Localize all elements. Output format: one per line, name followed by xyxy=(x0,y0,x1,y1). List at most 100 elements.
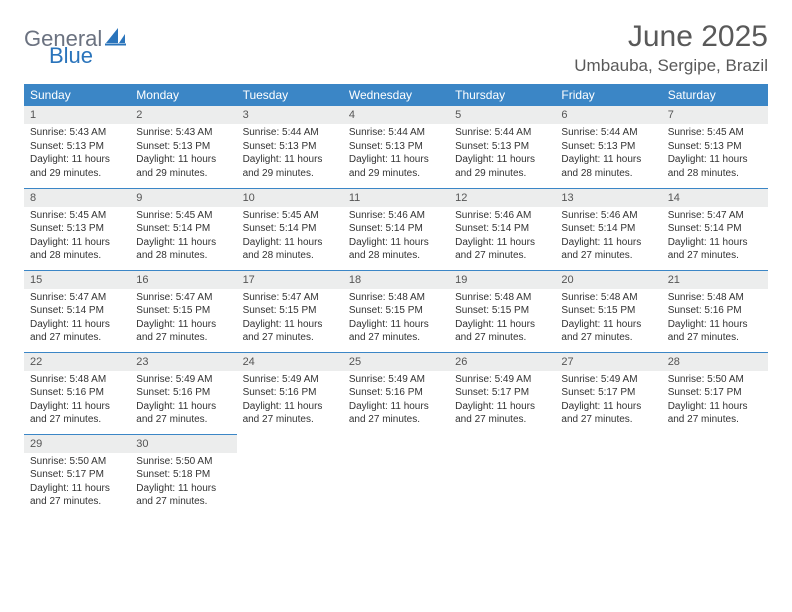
day-number: 21 xyxy=(662,271,768,289)
day-number: 9 xyxy=(130,189,236,207)
sunset-line: Sunset: 5:14 PM xyxy=(668,222,762,236)
daylight-line: Daylight: 11 hours and 27 minutes. xyxy=(30,318,124,345)
daylight-line: Daylight: 11 hours and 27 minutes. xyxy=(668,318,762,345)
sunrise-line: Sunrise: 5:49 AM xyxy=(455,373,549,387)
calendar-day-cell: 12Sunrise: 5:46 AMSunset: 5:14 PMDayligh… xyxy=(449,188,555,270)
sunrise-line: Sunrise: 5:49 AM xyxy=(243,373,337,387)
sunset-line: Sunset: 5:15 PM xyxy=(136,304,230,318)
sunrise-line: Sunrise: 5:49 AM xyxy=(136,373,230,387)
day-content: Sunrise: 5:45 AMSunset: 5:13 PMDaylight:… xyxy=(24,207,130,267)
sunrise-line: Sunrise: 5:47 AM xyxy=(136,291,230,305)
sunset-line: Sunset: 5:13 PM xyxy=(243,140,337,154)
day-number: 20 xyxy=(555,271,661,289)
location: Umbauba, Sergipe, Brazil xyxy=(574,56,768,76)
sunset-line: Sunset: 5:13 PM xyxy=(668,140,762,154)
day-content: Sunrise: 5:47 AMSunset: 5:15 PMDaylight:… xyxy=(237,289,343,349)
calendar-day-cell xyxy=(449,434,555,516)
calendar-day-cell: 3Sunrise: 5:44 AMSunset: 5:13 PMDaylight… xyxy=(237,106,343,188)
calendar-day-cell xyxy=(237,434,343,516)
calendar-week-row: 22Sunrise: 5:48 AMSunset: 5:16 PMDayligh… xyxy=(24,352,768,434)
calendar-body: 1Sunrise: 5:43 AMSunset: 5:13 PMDaylight… xyxy=(24,106,768,516)
sunset-line: Sunset: 5:14 PM xyxy=(243,222,337,236)
daylight-line: Daylight: 11 hours and 27 minutes. xyxy=(243,318,337,345)
day-number: 16 xyxy=(130,271,236,289)
day-number: 27 xyxy=(555,353,661,371)
calendar-day-cell: 22Sunrise: 5:48 AMSunset: 5:16 PMDayligh… xyxy=(24,352,130,434)
weekday-header: Wednesday xyxy=(343,84,449,106)
calendar-day-cell: 16Sunrise: 5:47 AMSunset: 5:15 PMDayligh… xyxy=(130,270,236,352)
daylight-line: Daylight: 11 hours and 27 minutes. xyxy=(136,400,230,427)
day-content: Sunrise: 5:48 AMSunset: 5:15 PMDaylight:… xyxy=(343,289,449,349)
daylight-line: Daylight: 11 hours and 29 minutes. xyxy=(349,153,443,180)
sunset-line: Sunset: 5:15 PM xyxy=(561,304,655,318)
calendar-day-cell: 23Sunrise: 5:49 AMSunset: 5:16 PMDayligh… xyxy=(130,352,236,434)
day-content: Sunrise: 5:48 AMSunset: 5:16 PMDaylight:… xyxy=(662,289,768,349)
sunset-line: Sunset: 5:14 PM xyxy=(561,222,655,236)
day-number: 23 xyxy=(130,353,236,371)
day-content: Sunrise: 5:49 AMSunset: 5:17 PMDaylight:… xyxy=(449,371,555,431)
calendar-page: General Blue June 2025 Umbauba, Sergipe,… xyxy=(0,0,792,536)
sunrise-line: Sunrise: 5:47 AM xyxy=(30,291,124,305)
logo-text-blue: Blue xyxy=(49,43,93,68)
sunset-line: Sunset: 5:14 PM xyxy=(30,304,124,318)
daylight-line: Daylight: 11 hours and 27 minutes. xyxy=(561,236,655,263)
day-content: Sunrise: 5:47 AMSunset: 5:15 PMDaylight:… xyxy=(130,289,236,349)
logo: General Blue xyxy=(24,26,127,52)
day-content: Sunrise: 5:45 AMSunset: 5:14 PMDaylight:… xyxy=(130,207,236,267)
sunrise-line: Sunrise: 5:43 AM xyxy=(30,126,124,140)
sunset-line: Sunset: 5:13 PM xyxy=(136,140,230,154)
daylight-line: Daylight: 11 hours and 29 minutes. xyxy=(30,153,124,180)
calendar-day-cell: 26Sunrise: 5:49 AMSunset: 5:17 PMDayligh… xyxy=(449,352,555,434)
sunrise-line: Sunrise: 5:47 AM xyxy=(668,209,762,223)
day-content: Sunrise: 5:44 AMSunset: 5:13 PMDaylight:… xyxy=(343,124,449,184)
daylight-line: Daylight: 11 hours and 27 minutes. xyxy=(136,318,230,345)
daylight-line: Daylight: 11 hours and 28 minutes. xyxy=(349,236,443,263)
sunset-line: Sunset: 5:17 PM xyxy=(561,386,655,400)
sunset-line: Sunset: 5:15 PM xyxy=(243,304,337,318)
sunrise-line: Sunrise: 5:48 AM xyxy=(30,373,124,387)
sunrise-line: Sunrise: 5:45 AM xyxy=(668,126,762,140)
header: General Blue June 2025 Umbauba, Sergipe,… xyxy=(24,20,768,76)
calendar-day-cell xyxy=(662,434,768,516)
day-number: 11 xyxy=(343,189,449,207)
calendar-day-cell: 10Sunrise: 5:45 AMSunset: 5:14 PMDayligh… xyxy=(237,188,343,270)
day-number: 2 xyxy=(130,106,236,124)
day-content: Sunrise: 5:50 AMSunset: 5:17 PMDaylight:… xyxy=(662,371,768,431)
calendar-day-cell: 29Sunrise: 5:50 AMSunset: 5:17 PMDayligh… xyxy=(24,434,130,516)
daylight-line: Daylight: 11 hours and 27 minutes. xyxy=(349,400,443,427)
calendar-week-row: 15Sunrise: 5:47 AMSunset: 5:14 PMDayligh… xyxy=(24,270,768,352)
daylight-line: Daylight: 11 hours and 27 minutes. xyxy=(455,236,549,263)
calendar-day-cell: 15Sunrise: 5:47 AMSunset: 5:14 PMDayligh… xyxy=(24,270,130,352)
calendar-day-cell: 2Sunrise: 5:43 AMSunset: 5:13 PMDaylight… xyxy=(130,106,236,188)
day-content: Sunrise: 5:45 AMSunset: 5:14 PMDaylight:… xyxy=(237,207,343,267)
day-number: 22 xyxy=(24,353,130,371)
daylight-line: Daylight: 11 hours and 27 minutes. xyxy=(243,400,337,427)
sunrise-line: Sunrise: 5:44 AM xyxy=(243,126,337,140)
sunrise-line: Sunrise: 5:46 AM xyxy=(349,209,443,223)
day-content: Sunrise: 5:43 AMSunset: 5:13 PMDaylight:… xyxy=(130,124,236,184)
daylight-line: Daylight: 11 hours and 27 minutes. xyxy=(30,400,124,427)
calendar-day-cell: 25Sunrise: 5:49 AMSunset: 5:16 PMDayligh… xyxy=(343,352,449,434)
sunrise-line: Sunrise: 5:48 AM xyxy=(668,291,762,305)
daylight-line: Daylight: 11 hours and 28 minutes. xyxy=(30,236,124,263)
daylight-line: Daylight: 11 hours and 27 minutes. xyxy=(561,400,655,427)
day-content: Sunrise: 5:44 AMSunset: 5:13 PMDaylight:… xyxy=(555,124,661,184)
day-content: Sunrise: 5:47 AMSunset: 5:14 PMDaylight:… xyxy=(24,289,130,349)
sunrise-line: Sunrise: 5:50 AM xyxy=(30,455,124,469)
calendar-day-cell: 9Sunrise: 5:45 AMSunset: 5:14 PMDaylight… xyxy=(130,188,236,270)
sunrise-line: Sunrise: 5:44 AM xyxy=(349,126,443,140)
day-number: 8 xyxy=(24,189,130,207)
sunrise-line: Sunrise: 5:45 AM xyxy=(136,209,230,223)
calendar-day-cell: 13Sunrise: 5:46 AMSunset: 5:14 PMDayligh… xyxy=(555,188,661,270)
calendar-day-cell: 30Sunrise: 5:50 AMSunset: 5:18 PMDayligh… xyxy=(130,434,236,516)
calendar-week-row: 1Sunrise: 5:43 AMSunset: 5:13 PMDaylight… xyxy=(24,106,768,188)
day-content: Sunrise: 5:49 AMSunset: 5:16 PMDaylight:… xyxy=(130,371,236,431)
calendar-day-cell xyxy=(555,434,661,516)
sunset-line: Sunset: 5:15 PM xyxy=(455,304,549,318)
calendar-week-row: 29Sunrise: 5:50 AMSunset: 5:17 PMDayligh… xyxy=(24,434,768,516)
month-title: June 2025 xyxy=(574,20,768,54)
sunset-line: Sunset: 5:16 PM xyxy=(349,386,443,400)
title-block: June 2025 Umbauba, Sergipe, Brazil xyxy=(574,20,768,76)
day-number: 15 xyxy=(24,271,130,289)
day-content: Sunrise: 5:46 AMSunset: 5:14 PMDaylight:… xyxy=(555,207,661,267)
